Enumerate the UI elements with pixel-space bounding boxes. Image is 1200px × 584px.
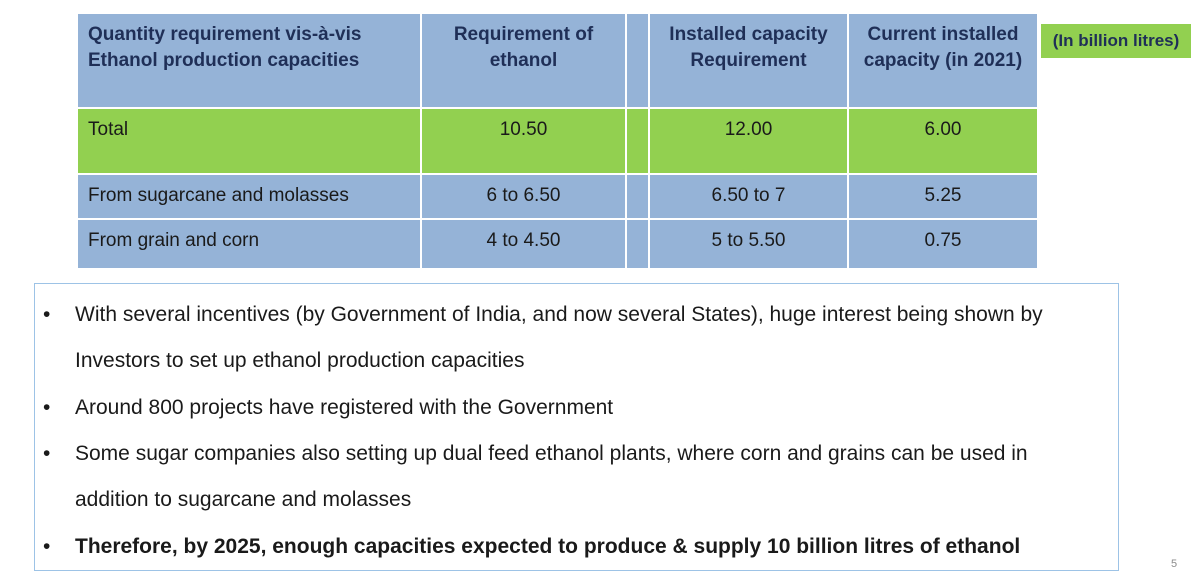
- table-row-total-spacer: [627, 109, 648, 173]
- table-row-grain-requirement: 4 to 4.50: [422, 220, 625, 268]
- bullet-dot-icon: •: [43, 303, 51, 326]
- header-installed-line-1: Installed capacity: [669, 24, 828, 45]
- bullet-text-bold: Therefore, by 2025, enough capacities ex…: [75, 535, 1021, 558]
- unit-badge: (In billion litres): [1041, 24, 1191, 58]
- table-row-grain-installed-requirement: 5 to 5.50: [650, 220, 847, 268]
- bullet-box: • With several incentives (by Government…: [34, 283, 1119, 571]
- table-row-sugarcane-current-installed: 5.25: [849, 175, 1037, 218]
- bullet-dot-icon: •: [43, 396, 51, 419]
- header-requirement-of-ethanol: Requirement of ethanol: [422, 14, 625, 107]
- header-requirement-line-1: Requirement of: [453, 24, 594, 45]
- header-quantity-line-1: Quantity requirement vis-à-vis: [88, 24, 362, 45]
- bullet-dot-icon: •: [43, 535, 51, 558]
- table-row-sugarcane-spacer: [627, 175, 648, 218]
- header-quantity-line-2: Ethanol production capacities: [88, 50, 360, 71]
- table-row-sugarcane-requirement: 6 to 6.50: [422, 175, 625, 218]
- table-row-sugarcane-installed-requirement: 6.50 to 7: [650, 175, 847, 218]
- bullet-text: Around 800 projects have registered with…: [75, 396, 614, 419]
- table-row-grain-spacer: [627, 220, 648, 268]
- bullet-text: Some sugar companies also setting up dua…: [75, 442, 1028, 511]
- table-row-total-current-installed: 6.00: [849, 109, 1037, 173]
- header-spacer: [627, 14, 648, 107]
- header-current-line-2: capacity (in 2021): [863, 50, 1023, 71]
- bullet-dot-icon: •: [43, 442, 51, 465]
- header-current-installed-capacity: Current installed capacity (in 2021): [849, 14, 1037, 107]
- table-row-total-requirement: 10.50: [422, 109, 625, 173]
- capacity-table: Quantity requirement vis-à-vis Ethanol p…: [78, 14, 1037, 268]
- header-current-line-1: Current installed: [867, 24, 1019, 45]
- table-row-total-installed-requirement: 12.00: [650, 109, 847, 173]
- table-row-grain-current-installed: 0.75: [849, 220, 1037, 268]
- table-row-total-label: Total: [78, 109, 420, 173]
- table-row-grain-label: From grain and corn: [78, 220, 420, 268]
- table-row-sugarcane-label: From sugarcane and molasses: [78, 175, 420, 218]
- header-requirement-line-2: ethanol: [489, 50, 558, 71]
- bullet-text: With several incentives (by Government o…: [75, 303, 1043, 372]
- header-installed-line-2: Requirement: [690, 50, 807, 71]
- header-quantity-requirement: Quantity requirement vis-à-vis Ethanol p…: [78, 14, 420, 107]
- page-number: 5: [1171, 558, 1178, 570]
- header-installed-capacity-requirement: Installed capacity Requirement: [650, 14, 847, 107]
